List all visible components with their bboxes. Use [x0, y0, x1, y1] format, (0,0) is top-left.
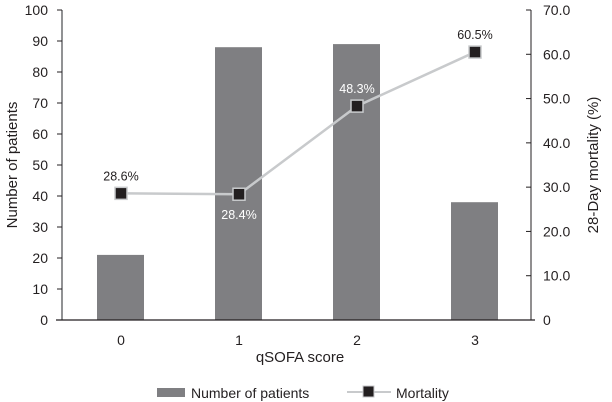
y-right-tick-label: 60.0 — [543, 46, 570, 62]
y-left-tick-label: 70 — [32, 95, 48, 111]
x-axis-label: qSOFA score — [256, 349, 344, 366]
mortality-data-label: 28.6% — [103, 169, 138, 183]
y-right-tick-label: 30.0 — [543, 179, 570, 195]
mortality-line — [120, 50, 476, 196]
mortality-marker-0 — [114, 186, 128, 201]
legend-swatch-marker — [362, 385, 375, 398]
mortality-data-label: 28.4% — [221, 208, 256, 222]
y-left-tick-label: 20 — [32, 250, 48, 266]
legend-label-bars: Number of patients — [191, 385, 309, 401]
y-axis-right-label: 28-Day mortality (%) — [585, 97, 602, 234]
x-tick-label: 2 — [353, 332, 361, 348]
bar-3 — [451, 202, 498, 320]
x-tick-label: 1 — [235, 332, 243, 348]
y-left-tick-label: 60 — [32, 126, 48, 142]
y-right-tick-label: 50.0 — [543, 91, 570, 107]
bar-2 — [333, 44, 380, 320]
y-right-tick-label: 70.0 — [543, 2, 570, 18]
y-right-tick-label: 20.0 — [543, 223, 570, 239]
bar-0 — [97, 254, 144, 320]
mortality-marker-2 — [350, 99, 364, 113]
legend: Number of patients Mortality — [157, 385, 449, 401]
y-left-tick-label: 90 — [32, 33, 48, 49]
mortality-data-label: 48.3% — [339, 82, 374, 96]
x-tick-label: 0 — [117, 332, 125, 348]
y-left-tick-label: 100 — [25, 2, 49, 18]
legend-swatch-bars — [157, 388, 185, 397]
mortality-marker-3 — [468, 45, 482, 59]
y-left-tick-label: 50 — [32, 157, 48, 173]
y-left-tick-label: 10 — [32, 281, 48, 297]
legend-label-line: Mortality — [396, 385, 449, 401]
y-left-tick-label: 30 — [32, 219, 48, 235]
y-axis-left-label: Number of patients — [4, 102, 21, 229]
y-right-tick-label: 10.0 — [543, 268, 570, 284]
y-left-tick-label: 80 — [32, 64, 48, 80]
mortality-data-label: 60.5% — [457, 28, 492, 42]
x-tick-label: 3 — [471, 332, 479, 348]
y-left-tick-label: 40 — [32, 188, 48, 204]
y-right-tick-label: 0 — [543, 312, 551, 328]
y-left-tick-label: 0 — [40, 312, 48, 328]
y-right-tick-label: 40.0 — [543, 135, 570, 151]
mortality-marker-1 — [232, 187, 246, 201]
